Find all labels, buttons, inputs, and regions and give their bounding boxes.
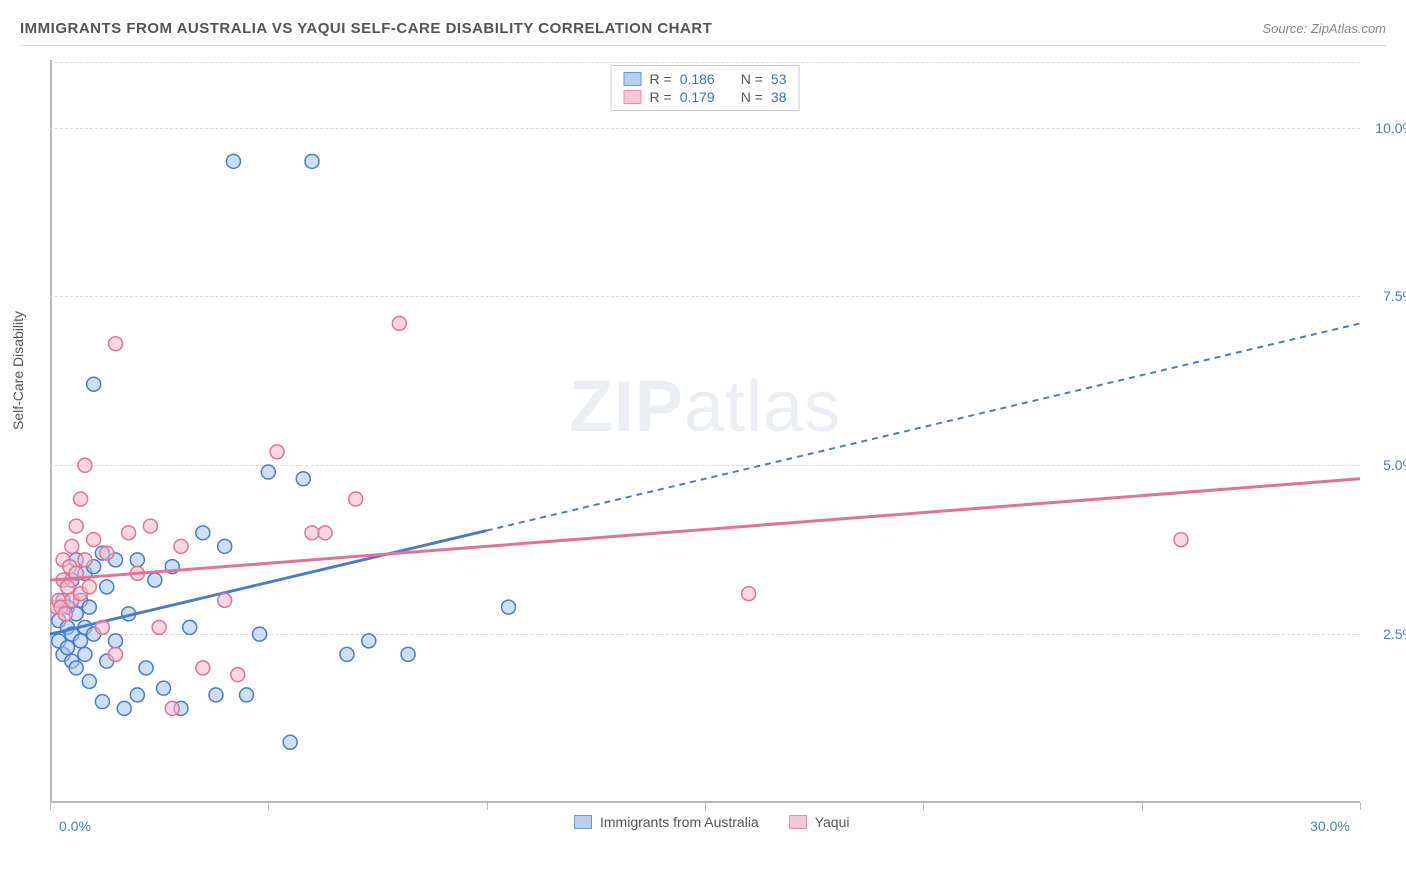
legend-swatch <box>624 90 642 104</box>
scatter-point <box>218 593 232 607</box>
scatter-point <box>122 526 136 540</box>
n-value: 53 <box>771 71 787 87</box>
y-tick-label: 10.0% <box>1375 120 1406 136</box>
scatter-point <box>165 701 179 715</box>
scatter-point <box>82 600 96 614</box>
scatter-point <box>87 377 101 391</box>
scatter-point <box>143 519 157 533</box>
scatter-point <box>742 587 756 601</box>
scatter-point <box>74 492 88 506</box>
n-value: 38 <box>771 89 787 105</box>
scatter-point <box>100 546 114 560</box>
scatter-point <box>117 701 131 715</box>
scatter-point <box>174 539 188 553</box>
scatter-point <box>130 553 144 567</box>
scatter-point <box>196 526 210 540</box>
series-name: Immigrants from Australia <box>600 814 759 830</box>
scatter-point <box>392 316 406 330</box>
stats-legend: R = 0.186 N = 53 R = 0.179 N = 38 <box>611 65 800 111</box>
scatter-point <box>139 661 153 675</box>
series-name: Yaqui <box>815 814 850 830</box>
scatter-point <box>209 688 223 702</box>
scatter-point <box>226 154 240 168</box>
series-legend-item: Immigrants from Australia <box>574 814 759 830</box>
scatter-point <box>231 668 245 682</box>
scatter-point <box>95 620 109 634</box>
scatter-point <box>95 695 109 709</box>
chart-title: IMMIGRANTS FROM AUSTRALIA VS YAQUI SELF-… <box>20 20 712 37</box>
scatter-point <box>130 688 144 702</box>
scatter-point <box>60 641 74 655</box>
scatter-point <box>318 526 332 540</box>
trendline-dashed <box>487 323 1360 530</box>
stats-legend-row: R = 0.186 N = 53 <box>624 70 787 88</box>
legend-swatch <box>624 72 642 86</box>
scatter-point <box>82 580 96 594</box>
r-label: R = <box>650 71 672 87</box>
series-legend: Immigrants from Australia Yaqui <box>574 814 850 830</box>
scatter-point <box>196 661 210 675</box>
title-bar: IMMIGRANTS FROM AUSTRALIA VS YAQUI SELF-… <box>20 18 1386 46</box>
scatter-svg <box>50 60 1360 830</box>
scatter-point <box>109 647 123 661</box>
scatter-point <box>78 458 92 472</box>
scatter-point <box>240 688 254 702</box>
legend-swatch <box>574 815 592 829</box>
scatter-point <box>362 634 376 648</box>
correlation-chart: IMMIGRANTS FROM AUSTRALIA VS YAQUI SELF-… <box>0 0 1406 892</box>
scatter-point <box>152 620 166 634</box>
scatter-point <box>60 580 74 594</box>
scatter-point <box>253 627 267 641</box>
scatter-point <box>109 337 123 351</box>
y-tick-label: 2.5% <box>1383 626 1406 642</box>
scatter-point <box>305 154 319 168</box>
scatter-point <box>183 620 197 634</box>
scatter-point <box>69 519 83 533</box>
scatter-point <box>270 445 284 459</box>
scatter-point <box>82 674 96 688</box>
scatter-point <box>283 735 297 749</box>
scatter-point <box>401 647 415 661</box>
scatter-point <box>305 526 319 540</box>
scatter-point <box>87 533 101 547</box>
scatter-point <box>1174 533 1188 547</box>
plot-area: 2.5%5.0%7.5%10.0% 0.0%30.0% ZIPatlas R =… <box>50 60 1360 830</box>
trendline-solid <box>50 479 1360 580</box>
y-tick-label: 5.0% <box>1383 457 1406 473</box>
y-axis-label: Self-Care Disability <box>10 311 26 430</box>
scatter-point <box>58 607 72 621</box>
y-tick-label: 7.5% <box>1383 288 1406 304</box>
scatter-point <box>65 539 79 553</box>
scatter-point <box>502 600 516 614</box>
scatter-point <box>218 539 232 553</box>
r-value: 0.179 <box>680 89 715 105</box>
n-label: N = <box>741 89 763 105</box>
source-label: Source: ZipAtlas.com <box>1262 21 1386 36</box>
scatter-point <box>78 647 92 661</box>
scatter-point <box>157 681 171 695</box>
scatter-point <box>69 661 83 675</box>
r-value: 0.186 <box>680 71 715 87</box>
scatter-point <box>296 472 310 486</box>
trendline-solid <box>50 531 487 635</box>
scatter-point <box>148 573 162 587</box>
scatter-point <box>78 553 92 567</box>
x-tick <box>1360 803 1361 810</box>
scatter-point <box>340 647 354 661</box>
scatter-point <box>349 492 363 506</box>
scatter-point <box>261 465 275 479</box>
stats-legend-row: R = 0.179 N = 38 <box>624 88 787 106</box>
legend-swatch <box>789 815 807 829</box>
n-label: N = <box>741 71 763 87</box>
series-legend-item: Yaqui <box>789 814 850 830</box>
r-label: R = <box>650 89 672 105</box>
scatter-point <box>74 634 88 648</box>
scatter-point <box>109 634 123 648</box>
scatter-point <box>100 580 114 594</box>
